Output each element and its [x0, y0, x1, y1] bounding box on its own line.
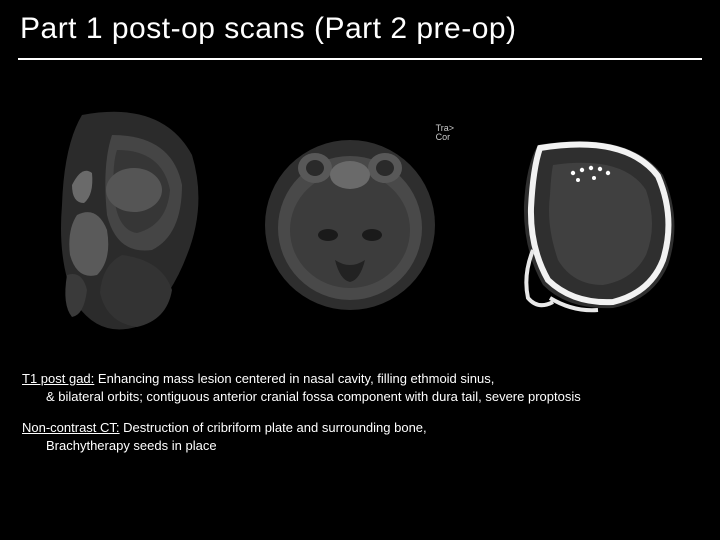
ct-sagittal-image — [478, 120, 698, 320]
caption-ct: Non-contrast CT: Destruction of cribrifo… — [22, 419, 698, 454]
caption-ct-prefix: Non-contrast CT: — [22, 420, 120, 435]
caption-t1: T1 post gad: Enhancing mass lesion cente… — [22, 370, 698, 405]
mri-sagittal-panel — [22, 95, 222, 345]
mri-axial-panel: Tra> Cor — [240, 120, 460, 320]
axial-corner-text: Tra> Cor — [436, 124, 454, 142]
caption-t1-line1: Enhancing mass lesion centered in nasal … — [94, 371, 494, 386]
caption-ct-line1: Destruction of cribriform plate and surr… — [120, 420, 427, 435]
images-row: Tra> Cor — [0, 60, 720, 360]
slide: Part 1 post-op scans (Part 2 pre-op) — [0, 0, 720, 540]
ct-sagittal-panel — [478, 120, 698, 320]
caption-ct-line2: Brachytherapy seeds in place — [22, 437, 698, 455]
caption-t1-line2: & bilateral orbits; contiguous anterior … — [22, 388, 698, 406]
title-area: Part 1 post-op scans (Part 2 pre-op) — [0, 0, 720, 54]
mri-sagittal-image — [22, 95, 222, 345]
mri-axial-image — [240, 120, 460, 320]
caption-block: T1 post gad: Enhancing mass lesion cente… — [0, 360, 720, 454]
page-title: Part 1 post-op scans (Part 2 pre-op) — [20, 12, 700, 46]
caption-t1-prefix: T1 post gad: — [22, 371, 94, 386]
